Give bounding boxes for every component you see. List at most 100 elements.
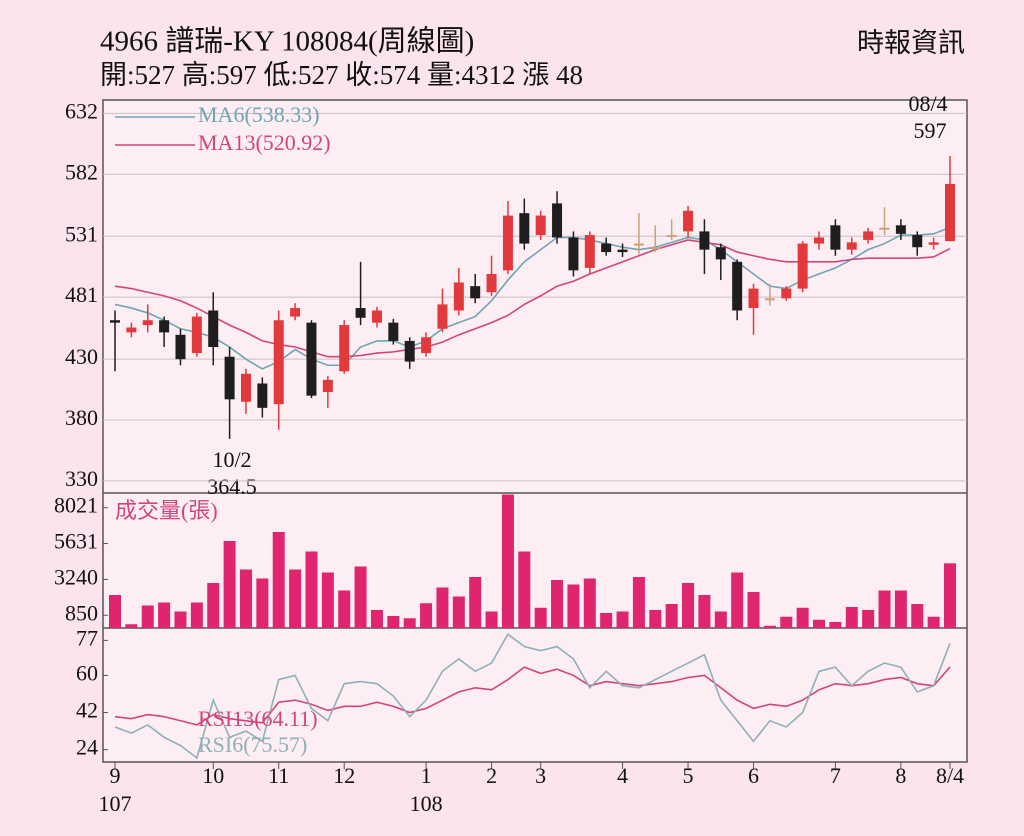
candle-body xyxy=(699,231,710,250)
y-tick-label: 5631 xyxy=(54,529,98,554)
candle-body xyxy=(650,247,661,250)
candle-body xyxy=(339,325,350,372)
volume-bar xyxy=(796,607,809,628)
y-tick-label: 430 xyxy=(65,344,98,369)
candle-body xyxy=(437,304,448,329)
legend-label: RSI6(75.57) xyxy=(198,732,307,757)
x-tick-label: 10 xyxy=(202,763,224,788)
y-tick-label: 24 xyxy=(76,735,98,760)
volume-bar xyxy=(436,587,449,628)
volume-bar xyxy=(583,578,596,628)
volume-bar xyxy=(207,583,220,628)
candle-body xyxy=(224,356,235,400)
candle-body xyxy=(781,288,792,299)
volume-bar xyxy=(714,611,727,628)
y-tick-label: 380 xyxy=(65,405,98,430)
volume-bar xyxy=(632,577,645,628)
candle-body xyxy=(633,243,644,246)
candle-body xyxy=(715,247,726,260)
volume-bar xyxy=(501,494,514,628)
candle-body xyxy=(568,237,579,271)
volume-bar xyxy=(354,566,367,628)
candle-body xyxy=(240,373,251,402)
annotation: 597 xyxy=(914,118,947,143)
volume-bar xyxy=(239,569,252,628)
volume-bar xyxy=(223,541,236,628)
y-tick-label: 3240 xyxy=(54,564,98,589)
volume-bar xyxy=(305,551,318,628)
x-sublabel: 107 xyxy=(99,791,132,816)
candle-body xyxy=(306,322,317,396)
candle-body xyxy=(110,320,120,323)
volume-bar xyxy=(911,604,924,628)
legend-label: MA13(520.92) xyxy=(198,130,331,155)
candle-body xyxy=(617,249,628,253)
candle-body xyxy=(846,242,857,250)
volume-bar xyxy=(763,625,776,628)
volume-bar xyxy=(452,596,465,628)
annotation: 10/2 xyxy=(212,447,251,472)
x-tick-label: 12 xyxy=(333,763,355,788)
x-tick-label: 11 xyxy=(268,763,289,788)
x-tick-label: 5 xyxy=(683,763,694,788)
volume-bar xyxy=(698,595,711,628)
volume-bar xyxy=(174,611,187,628)
y-tick-label: 330 xyxy=(65,466,98,491)
legend-label: MA6(538.33) xyxy=(198,102,320,127)
volume-bar xyxy=(780,616,793,628)
volume-bar xyxy=(518,551,531,628)
x-tick-label: 2 xyxy=(486,763,497,788)
series-line xyxy=(114,666,951,726)
volume-title: 成交量(張) xyxy=(115,498,218,523)
x-tick-label: 4 xyxy=(617,763,628,788)
y-tick-label: 60 xyxy=(76,660,98,685)
candle-body xyxy=(355,308,366,318)
volume-bar xyxy=(141,605,154,628)
volume-bar xyxy=(862,610,875,628)
annotation: 08/4 xyxy=(908,91,947,116)
candle-body xyxy=(388,322,399,341)
y-tick-label: 481 xyxy=(65,282,98,307)
volume-bar xyxy=(338,590,351,628)
volume-bar xyxy=(109,595,121,628)
legend-label: RSI13(64.11) xyxy=(198,706,318,731)
candle-body xyxy=(453,282,464,311)
plot-frame xyxy=(102,99,968,763)
volume-bar xyxy=(567,584,580,628)
volume-bar xyxy=(485,611,498,628)
volume-bar xyxy=(289,569,302,628)
y-tick-label: 850 xyxy=(65,600,98,625)
volume-bar xyxy=(534,607,547,628)
x-tick-label: 3 xyxy=(535,763,546,788)
candle-body xyxy=(486,273,497,293)
x-tick-label: 8 xyxy=(895,763,906,788)
y-tick-label: 42 xyxy=(76,698,98,723)
candle-body xyxy=(273,320,284,405)
candle-body xyxy=(945,183,955,242)
x-tick-label: 1 xyxy=(421,763,432,788)
candle-body xyxy=(912,235,923,248)
x-tick-label: 8/4 xyxy=(936,763,964,788)
volume-bar xyxy=(158,602,171,628)
candle-body xyxy=(879,227,890,230)
volume-bar xyxy=(845,607,858,628)
volume-bar xyxy=(125,624,138,628)
volume-bar xyxy=(894,590,907,628)
candle-body xyxy=(928,242,939,245)
candle-body xyxy=(748,288,759,309)
volume-bar xyxy=(469,577,482,628)
volume-bar xyxy=(420,603,433,628)
volume-bar xyxy=(616,611,629,628)
volume-bar xyxy=(272,532,285,628)
candle-body xyxy=(191,316,202,354)
candle-body xyxy=(584,235,595,268)
candle-body xyxy=(175,334,186,360)
candle-body xyxy=(322,379,333,393)
volume-bar xyxy=(190,602,203,628)
candle-body xyxy=(764,298,775,301)
volume-bar xyxy=(387,616,400,628)
candle-body xyxy=(290,308,301,317)
candle-body xyxy=(404,340,415,362)
volume-bar xyxy=(878,590,891,628)
